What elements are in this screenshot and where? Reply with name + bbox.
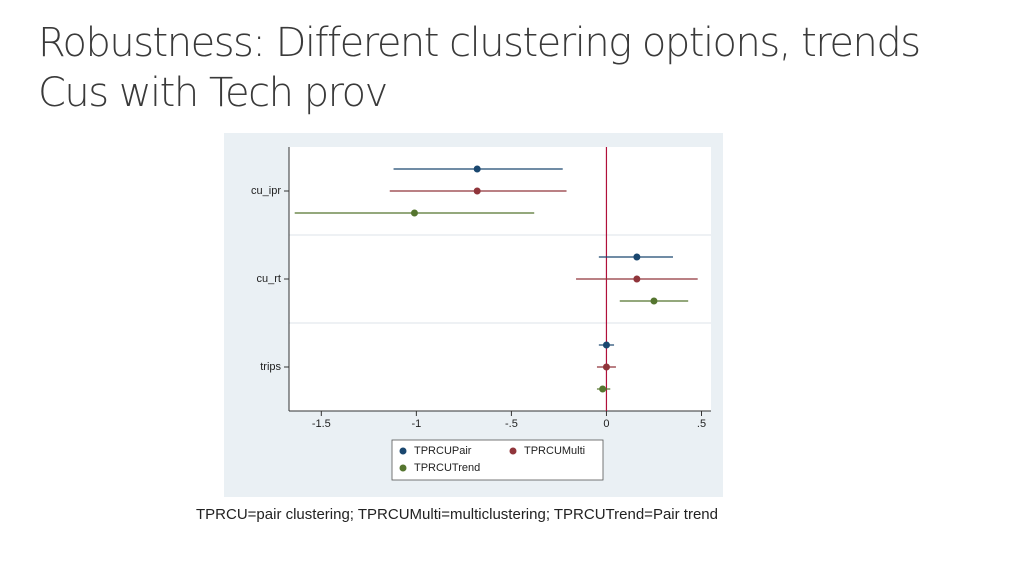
legend-marker [399, 464, 407, 472]
legend-label: TPRCUMulti [524, 445, 585, 457]
legend-label: TPRCUPair [414, 445, 472, 457]
x-tick-label: -1 [411, 418, 421, 430]
point [650, 297, 658, 305]
slide-title: Robustness: Different clustering options… [38, 18, 921, 118]
point [410, 209, 418, 217]
y-tick-label: cu_rt [257, 273, 281, 285]
legend [391, 439, 604, 481]
point [633, 275, 641, 283]
point [602, 363, 610, 371]
point [602, 341, 610, 349]
x-tick-label: -1.5 [312, 418, 331, 430]
y-tick-label: trips [260, 361, 281, 373]
x-tick-label: 0 [603, 418, 609, 430]
title-line: Cus with Tech prov [38, 70, 388, 116]
legend-marker [399, 447, 407, 455]
point [599, 385, 607, 393]
point [633, 253, 641, 261]
point [473, 187, 481, 195]
caption: TPRCU=pair clustering; TPRCUMulti=multic… [196, 506, 718, 523]
title-line: Robustness: Different clustering options… [38, 20, 921, 66]
x-tick-label: -.5 [505, 418, 518, 430]
legend-marker [509, 447, 517, 455]
x-tick-label: .5 [697, 418, 706, 430]
point [473, 165, 481, 173]
legend-label: TPRCUTrend [414, 462, 480, 474]
y-tick-label: cu_ipr [251, 185, 281, 197]
